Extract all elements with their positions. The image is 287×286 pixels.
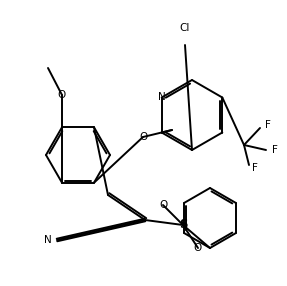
Text: O: O <box>58 90 66 100</box>
Text: S: S <box>179 219 187 231</box>
Text: N: N <box>44 235 52 245</box>
Text: Cl: Cl <box>180 23 190 33</box>
Text: N: N <box>158 92 166 102</box>
Text: F: F <box>272 145 278 155</box>
Text: O: O <box>194 243 202 253</box>
Text: F: F <box>252 163 258 173</box>
Text: O: O <box>139 132 147 142</box>
Text: F: F <box>265 120 271 130</box>
Text: O: O <box>159 200 167 210</box>
